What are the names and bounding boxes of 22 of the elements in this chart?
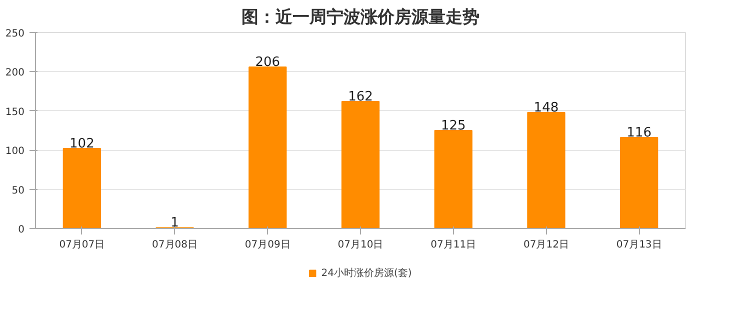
x-tick-label: 07月10日 [338, 240, 384, 250]
y-tick-label: 0 [18, 224, 25, 236]
x-tick-label: 07月08日 [152, 240, 198, 250]
chart-title: 图：近一周宁波涨价房源量走势 [242, 8, 480, 28]
data-label: 162 [348, 89, 373, 104]
data-label: 1 [170, 216, 179, 231]
data-label: 116 [626, 126, 652, 141]
x-tick-label: 07月12日 [523, 240, 569, 250]
y-tick-label: 50 [12, 185, 25, 196]
data-label: 125 [440, 118, 466, 134]
y-tick-label: 250 [5, 28, 25, 40]
x-tick-label: 07月09日 [244, 240, 290, 250]
y-tick-label: 100 [5, 146, 25, 158]
legend-label: 24小时涨价房源(套) [321, 266, 412, 280]
y-tick-label: 200 [5, 68, 25, 79]
y-tick-label: 150 [5, 106, 25, 118]
x-tick-label: 07月13日 [616, 240, 662, 250]
x-tick-label: 07月11日 [430, 240, 476, 250]
data-label: 206 [255, 54, 280, 70]
data-label: 102 [70, 136, 94, 152]
x-tick-label: 07月07日 [59, 240, 105, 250]
data-label: 148 [534, 100, 559, 116]
